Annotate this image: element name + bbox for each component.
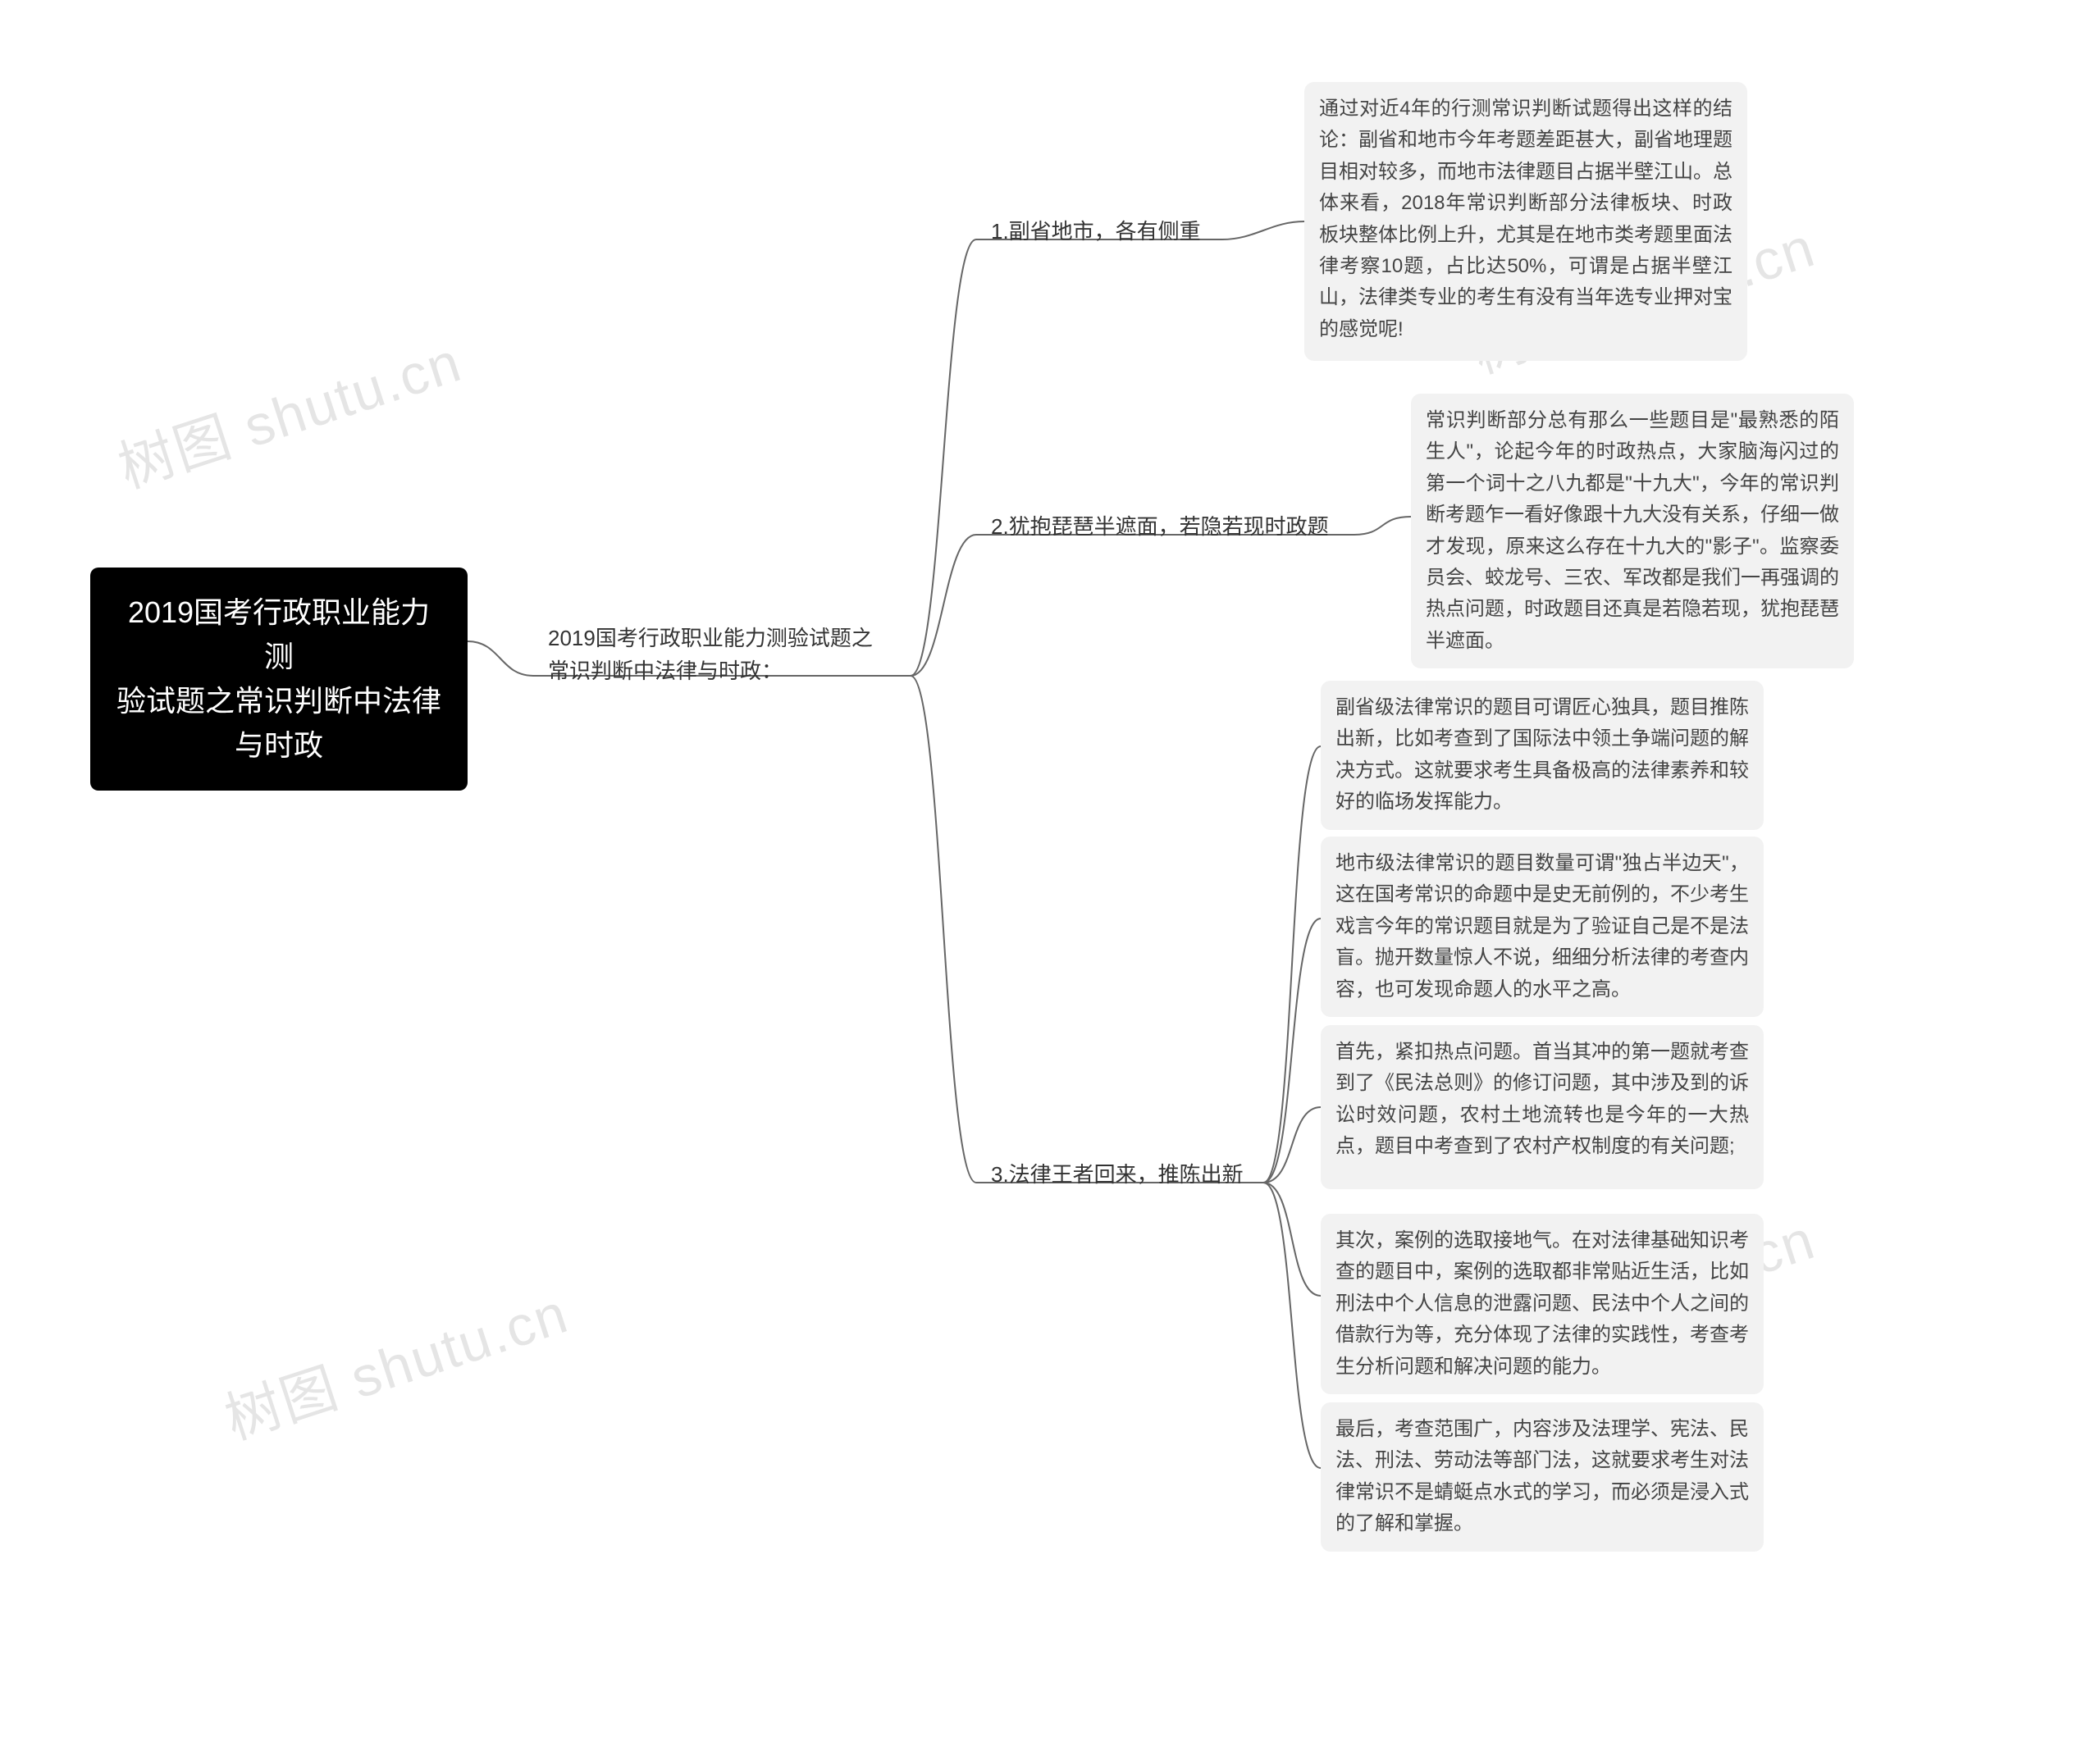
connector bbox=[1263, 746, 1321, 1183]
connector bbox=[911, 535, 976, 676]
leaf-node: 其次，案例的选取接地气。在对法律基础知识考查的题目中，案例的选取都非常贴近生活，… bbox=[1321, 1214, 1764, 1394]
leaf-node: 地市级法律常识的题目数量可谓"独占半边天"，这在国考常识的命题中是史无前例的，不… bbox=[1321, 837, 1764, 1017]
leaf-node: 副省级法律常识的题目可谓匠心独具，题目推陈出新，比如考查到了国际法中领土争端问题… bbox=[1321, 681, 1764, 830]
connector bbox=[1263, 1107, 1321, 1183]
connector bbox=[1222, 221, 1304, 239]
leaf-text: 首先，紧扣热点问题。首当其冲的第一题就考查到了《民法总则》的修订问题，其中涉及到… bbox=[1335, 1041, 1749, 1157]
branch-node: 2.犹抱琵琶半遮面，若隐若现时政题 bbox=[976, 499, 1354, 554]
connector bbox=[911, 676, 976, 1183]
branch-label: 1.副省地市，各有侧重 bbox=[991, 219, 1201, 244]
leaf-node: 最后，考查范围广，内容涉及法理学、宪法、民法、刑法、劳动法等部门法，这就要求考生… bbox=[1321, 1402, 1764, 1552]
connector bbox=[1263, 1183, 1321, 1468]
leaf-node: 常识判断部分总有那么一些题目是"最熟悉的陌生人"，论起今年的时政热点，大家脑海闪… bbox=[1411, 394, 1854, 668]
watermark: 树图 shutu.cn bbox=[213, 1268, 577, 1455]
root-label: 2019国考行政职业能力测验试题之常识判断中法律与时政 bbox=[116, 595, 441, 762]
connector bbox=[468, 641, 533, 676]
connector bbox=[911, 239, 976, 676]
watermark: 树图 shutu.cn bbox=[107, 317, 470, 504]
branch-node: 3.法律王者回来，推陈出新 bbox=[976, 1147, 1263, 1202]
leaf-text: 地市级法律常识的题目数量可谓"独占半边天"，这在国考常识的命题中是史无前例的，不… bbox=[1335, 852, 1749, 1001]
branch-label: 2.犹抱琵琶半遮面，若隐若现时政题 bbox=[991, 514, 1329, 539]
leaf-node: 首先，紧扣热点问题。首当其冲的第一题就考查到了《民法总则》的修订问题，其中涉及到… bbox=[1321, 1025, 1764, 1189]
branch-label: 3.法律王者回来，推陈出新 bbox=[991, 1162, 1244, 1187]
leaf-text: 最后，考查范围广，内容涉及法理学、宪法、民法、刑法、劳动法等部门法，这就要求考生… bbox=[1335, 1418, 1749, 1534]
root-node: 2019国考行政职业能力测验试题之常识判断中法律与时政 bbox=[90, 568, 468, 791]
connector bbox=[1263, 1183, 1321, 1296]
level1-node: 2019国考行政职业能力测验试题之常识判断中法律与时政： bbox=[533, 610, 911, 700]
leaf-node: 通过对近4年的行测常识判断试题得出这样的结论：副省和地市今年考题差距甚大，副省地… bbox=[1304, 82, 1747, 361]
leaf-text: 副省级法律常识的题目可谓匠心独具，题目推陈出新，比如考查到了国际法中领土争端问题… bbox=[1335, 696, 1749, 813]
connector-layer bbox=[0, 0, 2100, 1737]
branch-node: 1.副省地市，各有侧重 bbox=[976, 203, 1222, 259]
leaf-text: 常识判断部分总有那么一些题目是"最熟悉的陌生人"，论起今年的时政热点，大家脑海闪… bbox=[1426, 409, 1839, 652]
connector bbox=[1263, 919, 1321, 1183]
level1-label: 2019国考行政职业能力测验试题之常识判断中法律与时政： bbox=[548, 626, 873, 683]
leaf-text: 其次，案例的选取接地气。在对法律基础知识考查的题目中，案例的选取都非常贴近生活，… bbox=[1335, 1229, 1749, 1378]
leaf-text: 通过对近4年的行测常识判断试题得出这样的结论：副省和地市今年考题差距甚大，副省地… bbox=[1319, 98, 1732, 340]
connector bbox=[1354, 517, 1411, 535]
